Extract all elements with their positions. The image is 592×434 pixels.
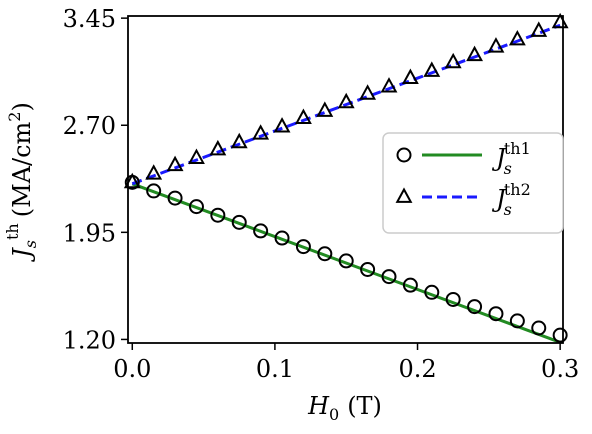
- x-axis-sub: 0: [329, 405, 339, 424]
- x-axis-unit: (T): [347, 392, 382, 420]
- jth1-marker-3: [188, 199, 204, 215]
- jth1-marker-19: [531, 320, 547, 336]
- jth2-marker-18: [508, 29, 526, 46]
- legend-marker-2: [395, 187, 413, 203]
- jth1-marker-9: [317, 246, 333, 262]
- jth1-marker-10: [338, 253, 354, 269]
- jth2-marker-13: [401, 68, 419, 84]
- jth2-marker-6: [252, 124, 270, 140]
- jth1-marker-6: [253, 223, 269, 239]
- x-tick-label: 0.3: [541, 355, 579, 383]
- legend-1-sup: th1: [504, 139, 531, 158]
- legend-frame: [382, 132, 564, 234]
- jth1-marker-20: [552, 327, 568, 343]
- jth1-marker-14: [424, 284, 440, 300]
- x-axis-label: H0 (T): [307, 392, 382, 424]
- jth2-marker-19: [530, 21, 548, 37]
- jth1-marker-15: [445, 291, 461, 307]
- jth2-marker-4: [209, 139, 227, 156]
- jth2-marker-7: [273, 117, 291, 133]
- legend-entries: [395, 147, 482, 203]
- legend: Jsth1 Jsth2: [382, 132, 564, 234]
- x-tick-label: 0.0: [113, 355, 151, 383]
- y-tick-label: 1.95: [63, 219, 116, 247]
- jth2-marker-17: [487, 37, 505, 53]
- jth2-marker-15: [444, 52, 462, 69]
- legend-2-sup: th2: [504, 180, 531, 199]
- y-axis-unit-close: ): [8, 102, 36, 111]
- jth1-marker-17: [488, 306, 504, 322]
- jth1-marker-12: [381, 269, 397, 285]
- jth1-marker-7: [274, 230, 290, 246]
- x-tick-label: 0.2: [398, 355, 436, 383]
- x-axis-symbol: H: [307, 392, 330, 420]
- jth2-marker-12: [380, 77, 398, 93]
- jth2-marker-3: [188, 148, 205, 164]
- jth1-marker-8: [295, 239, 311, 255]
- jth2-marker-0: [123, 172, 141, 189]
- plot-area: [123, 12, 569, 344]
- x-tick-label: 0.1: [256, 355, 294, 383]
- jth2-marker-5: [230, 132, 248, 149]
- jth2-marker-16: [466, 45, 484, 62]
- jth1-marker-11: [360, 261, 376, 277]
- y-axis-unit-sup: 2: [5, 112, 24, 122]
- jth2-marker-10: [337, 92, 355, 109]
- jth2-marker-11: [359, 84, 377, 100]
- jth2-marker-8: [294, 108, 312, 124]
- jth2-marker-14: [423, 61, 441, 77]
- y-tick-label: 1.20: [63, 326, 116, 354]
- y-axis-unit: (MA/cm: [8, 121, 36, 217]
- jth1-marker-5: [231, 214, 247, 230]
- jth1-marker-16: [467, 299, 483, 315]
- jth1-marker-18: [509, 313, 525, 329]
- y-axis-sup: th: [3, 223, 22, 240]
- y-axis-sub: s: [21, 240, 40, 248]
- jth2-marker-1: [145, 164, 163, 180]
- y-tick-label: 3.45: [63, 5, 116, 33]
- jth1-marker-13: [402, 277, 418, 293]
- jth1-marker-1: [146, 183, 162, 199]
- y-tick-label: 2.70: [63, 112, 116, 140]
- legend-1-sub: s: [504, 159, 512, 178]
- jth2-marker-2: [166, 155, 184, 172]
- jth2-marker-9: [316, 101, 334, 117]
- axes: 0.0 0.1 0.2 0.3 1.20 1.95 2.70 3.45: [63, 5, 580, 383]
- legend-marker-1: [396, 147, 412, 163]
- jth1-marker-2: [167, 190, 183, 206]
- jth1-marker-4: [210, 207, 226, 223]
- legend-2-sub: s: [504, 200, 512, 219]
